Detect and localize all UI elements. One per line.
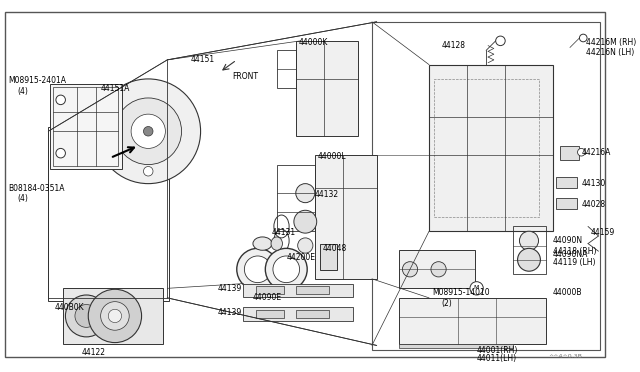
Circle shape bbox=[88, 289, 141, 343]
Text: 44139: 44139 bbox=[218, 283, 242, 292]
Circle shape bbox=[237, 248, 278, 290]
Circle shape bbox=[56, 148, 65, 158]
Circle shape bbox=[403, 262, 418, 277]
Circle shape bbox=[273, 256, 300, 283]
Text: 44216A: 44216A bbox=[581, 148, 611, 157]
Circle shape bbox=[470, 282, 483, 295]
Circle shape bbox=[294, 210, 317, 233]
Text: 440B0K: 440B0K bbox=[55, 302, 84, 312]
Bar bbox=[399, 298, 546, 344]
Text: 44048: 44048 bbox=[323, 244, 347, 253]
Text: 44090E: 44090E bbox=[253, 293, 282, 302]
Bar bbox=[50, 84, 122, 169]
Circle shape bbox=[579, 34, 587, 42]
Circle shape bbox=[520, 231, 538, 250]
Text: (4): (4) bbox=[18, 87, 29, 96]
Circle shape bbox=[244, 256, 271, 283]
Circle shape bbox=[56, 95, 65, 105]
Bar bbox=[296, 286, 329, 294]
Bar bbox=[243, 307, 353, 321]
Circle shape bbox=[143, 126, 153, 136]
Bar bbox=[513, 227, 546, 274]
Circle shape bbox=[296, 184, 315, 203]
Bar bbox=[48, 126, 169, 301]
Ellipse shape bbox=[253, 237, 272, 250]
Text: 44131: 44131 bbox=[272, 228, 296, 237]
Text: 44139: 44139 bbox=[218, 308, 242, 317]
Text: 44000L: 44000L bbox=[317, 152, 346, 161]
Bar bbox=[434, 79, 538, 217]
Text: 44151A: 44151A bbox=[100, 84, 130, 93]
Text: 44151: 44151 bbox=[191, 55, 215, 64]
Text: B08184-0351A: B08184-0351A bbox=[8, 184, 65, 193]
Bar bbox=[63, 288, 163, 344]
Text: 44090NA: 44090NA bbox=[553, 250, 588, 259]
Bar bbox=[372, 22, 600, 350]
Text: 44000K: 44000K bbox=[299, 38, 328, 47]
Bar bbox=[556, 198, 577, 209]
Text: (2): (2) bbox=[442, 299, 452, 308]
Circle shape bbox=[266, 248, 307, 290]
Bar bbox=[276, 50, 296, 89]
Bar bbox=[296, 310, 329, 318]
Bar bbox=[256, 310, 284, 318]
Circle shape bbox=[75, 305, 98, 327]
Bar bbox=[256, 286, 284, 294]
Circle shape bbox=[96, 79, 200, 184]
Circle shape bbox=[577, 148, 585, 156]
Bar bbox=[243, 283, 353, 297]
Text: 44159: 44159 bbox=[591, 228, 615, 237]
Bar bbox=[276, 164, 315, 231]
Text: 44011(LH): 44011(LH) bbox=[477, 354, 516, 363]
Bar bbox=[561, 145, 579, 160]
Text: 44200E: 44200E bbox=[286, 253, 316, 262]
Text: 44090N: 44090N bbox=[553, 236, 583, 245]
Text: ^^4^0.3B: ^^4^0.3B bbox=[548, 354, 582, 359]
Text: FRONT: FRONT bbox=[232, 72, 258, 81]
Text: 44216N (LH): 44216N (LH) bbox=[586, 48, 634, 57]
Text: 44122: 44122 bbox=[82, 348, 106, 357]
Text: 44132: 44132 bbox=[315, 190, 339, 199]
Text: 44130: 44130 bbox=[581, 179, 605, 188]
Bar bbox=[319, 244, 337, 270]
Bar bbox=[556, 177, 577, 188]
Text: (4): (4) bbox=[18, 194, 29, 203]
Circle shape bbox=[431, 262, 446, 277]
Text: 44028: 44028 bbox=[581, 200, 605, 209]
Bar bbox=[399, 344, 513, 348]
Circle shape bbox=[298, 238, 313, 253]
Text: M: M bbox=[474, 285, 479, 289]
Circle shape bbox=[108, 309, 122, 323]
Bar bbox=[53, 87, 118, 167]
Bar bbox=[315, 155, 377, 279]
Circle shape bbox=[143, 167, 153, 176]
Circle shape bbox=[518, 248, 540, 271]
Ellipse shape bbox=[271, 237, 282, 250]
Text: 44128: 44128 bbox=[442, 41, 465, 50]
Bar bbox=[429, 65, 553, 231]
Bar bbox=[296, 41, 358, 136]
Bar bbox=[399, 250, 475, 288]
Circle shape bbox=[131, 114, 165, 148]
Text: M08915-2401A: M08915-2401A bbox=[8, 76, 67, 85]
Circle shape bbox=[100, 302, 129, 330]
Text: 44216M (RH): 44216M (RH) bbox=[586, 38, 636, 47]
Text: 44001(RH): 44001(RH) bbox=[477, 346, 518, 355]
Text: 44119 (LH): 44119 (LH) bbox=[553, 258, 595, 267]
Text: M08915-14010: M08915-14010 bbox=[432, 288, 490, 297]
Text: 44118 (RH): 44118 (RH) bbox=[553, 247, 596, 256]
Circle shape bbox=[65, 295, 108, 337]
Circle shape bbox=[115, 98, 182, 164]
Circle shape bbox=[495, 36, 505, 46]
Text: 44000B: 44000B bbox=[553, 288, 582, 297]
